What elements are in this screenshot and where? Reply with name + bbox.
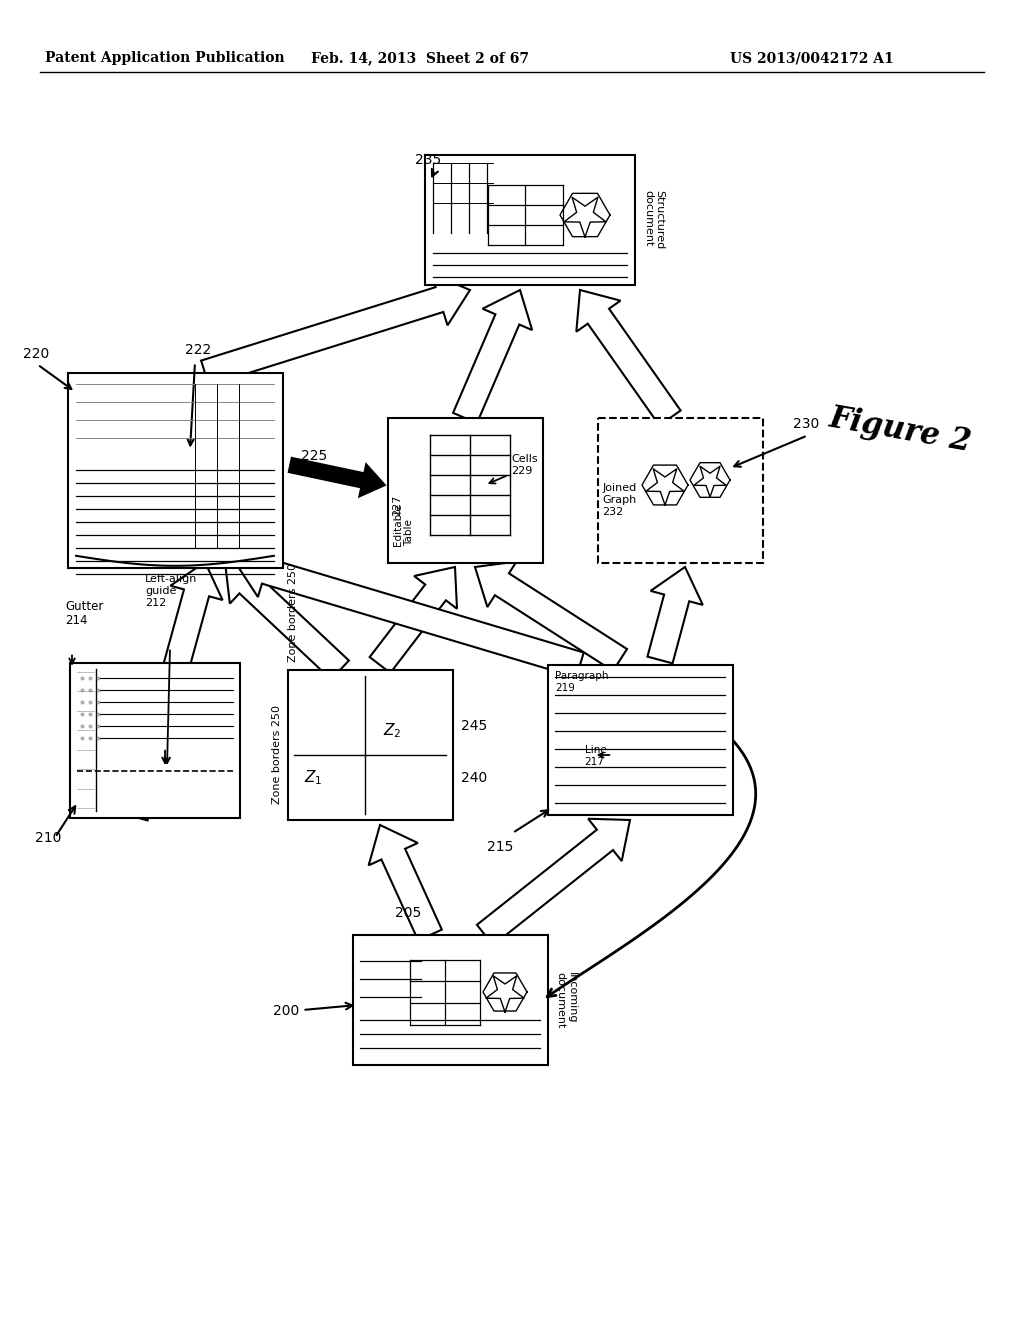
Text: 235: 235 [415,153,441,168]
Polygon shape [475,561,627,671]
Polygon shape [577,290,681,425]
Bar [597,417,763,562]
Polygon shape [370,568,457,673]
Text: 230: 230 [793,417,819,430]
Polygon shape [477,818,630,945]
Text: 215: 215 [487,840,514,854]
Bar [352,935,548,1065]
Text: Zone borders 250: Zone borders 250 [272,705,283,804]
Text: Figure 2: Figure 2 [826,403,974,458]
Polygon shape [289,458,384,496]
Bar [288,671,453,820]
Polygon shape [201,273,470,385]
Text: Zone borders 250: Zone borders 250 [288,564,298,663]
Text: Editable
Table: Editable Table [392,504,414,546]
Text: Left-align
guide
212: Left-align guide 212 [145,574,198,607]
Polygon shape [234,545,584,677]
Text: 222: 222 [185,343,211,358]
Text: Structured
document: Structured document [643,190,665,249]
Text: Patent Application Publication: Patent Application Publication [45,51,285,65]
Text: 225: 225 [300,449,327,463]
Text: Gutter
214: Gutter 214 [65,599,103,627]
Bar [68,372,283,568]
Polygon shape [123,562,222,821]
Text: Cells
229: Cells 229 [512,454,539,475]
Text: 220: 220 [23,346,49,360]
Polygon shape [642,465,688,506]
Bar [425,154,635,285]
Polygon shape [369,825,441,940]
Bar [548,665,732,814]
Text: 205: 205 [395,906,421,920]
Text: 240: 240 [461,771,486,785]
Bar [387,417,543,562]
Polygon shape [647,568,702,664]
Text: Joined
Graph
232: Joined Graph 232 [602,483,637,516]
Polygon shape [483,973,527,1011]
Text: $Z_1$: $Z_1$ [304,768,323,787]
Text: 200: 200 [272,1005,299,1018]
Text: 227: 227 [392,494,402,516]
Polygon shape [690,463,730,498]
Text: US 2013/0042172 A1: US 2013/0042172 A1 [730,51,894,65]
Text: 210: 210 [35,832,61,846]
Text: Paragraph
219: Paragraph 219 [555,671,608,693]
Text: Incoming
document: Incoming document [555,972,578,1028]
Text: Line
217: Line 217 [585,744,606,767]
Text: Feb. 14, 2013  Sheet 2 of 67: Feb. 14, 2013 Sheet 2 of 67 [311,51,529,65]
Bar [70,663,240,817]
Text: 245: 245 [461,719,486,733]
Polygon shape [225,562,349,680]
Text: $Z_2$: $Z_2$ [383,721,401,739]
Polygon shape [453,290,532,424]
Polygon shape [560,193,610,236]
